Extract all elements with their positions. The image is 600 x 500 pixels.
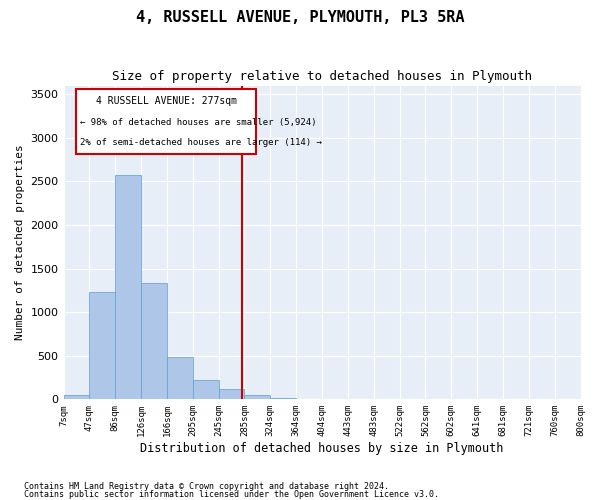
Title: Size of property relative to detached houses in Plymouth: Size of property relative to detached ho… xyxy=(112,70,532,83)
Bar xyxy=(141,284,167,400)
Bar xyxy=(115,176,141,400)
Text: 4 RUSSELL AVENUE: 277sqm: 4 RUSSELL AVENUE: 277sqm xyxy=(96,96,237,106)
Text: 4, RUSSELL AVENUE, PLYMOUTH, PL3 5RA: 4, RUSSELL AVENUE, PLYMOUTH, PL3 5RA xyxy=(136,10,464,25)
Bar xyxy=(244,396,271,400)
Text: 2% of semi-detached houses are larger (114) →: 2% of semi-detached houses are larger (1… xyxy=(80,138,322,147)
Bar xyxy=(193,380,218,400)
Bar xyxy=(218,389,244,400)
Bar xyxy=(167,356,193,400)
Y-axis label: Number of detached properties: Number of detached properties xyxy=(15,144,25,340)
Text: Contains HM Land Registry data © Crown copyright and database right 2024.: Contains HM Land Registry data © Crown c… xyxy=(24,482,389,491)
Bar xyxy=(89,292,115,400)
Text: Contains public sector information licensed under the Open Government Licence v3: Contains public sector information licen… xyxy=(24,490,439,499)
X-axis label: Distribution of detached houses by size in Plymouth: Distribution of detached houses by size … xyxy=(140,442,504,455)
Text: ← 98% of detached houses are smaller (5,924): ← 98% of detached houses are smaller (5,… xyxy=(80,118,316,127)
Bar xyxy=(271,398,296,400)
FancyBboxPatch shape xyxy=(76,89,256,154)
Bar xyxy=(64,394,89,400)
